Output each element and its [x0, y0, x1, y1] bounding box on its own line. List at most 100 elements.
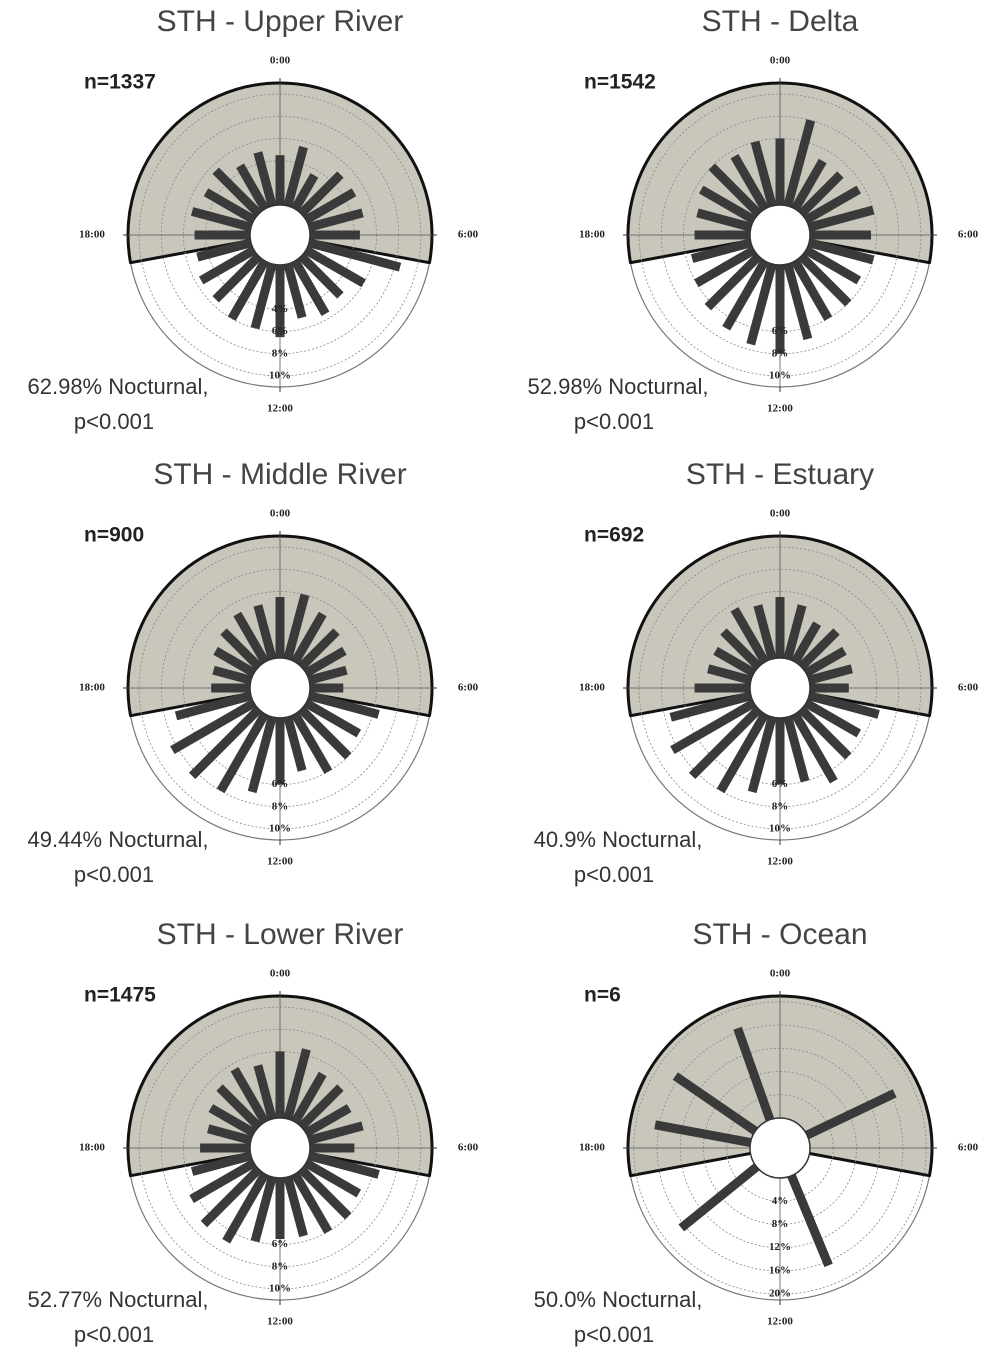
- angle-tick-label: 18:00: [579, 682, 605, 694]
- bar: [307, 1121, 364, 1145]
- bar: [203, 188, 257, 224]
- angle-tick-label: 18:00: [579, 1142, 605, 1154]
- bar: [722, 258, 769, 331]
- bar: [798, 253, 852, 307]
- annotation: 52.98% Nocturnal,: [528, 374, 709, 399]
- bar: [698, 185, 757, 224]
- chart-title: STH - Middle River: [153, 458, 406, 491]
- angle-tick-label: 12:00: [767, 856, 793, 868]
- bar: [253, 1064, 277, 1121]
- bar: [298, 1166, 352, 1220]
- bar: [253, 151, 277, 208]
- bar: [803, 699, 862, 738]
- bar: [170, 699, 257, 755]
- bar: [696, 208, 753, 232]
- bar: [298, 171, 344, 217]
- n-label: n=1337: [84, 71, 156, 94]
- bar: [747, 715, 777, 794]
- bar: [303, 1104, 352, 1137]
- bar: [220, 628, 262, 670]
- bar: [750, 140, 777, 208]
- bar: [291, 173, 319, 212]
- bar: [283, 1175, 308, 1238]
- bar: [798, 706, 852, 760]
- bar: [283, 715, 307, 772]
- chart-title: STH - Ocean: [692, 918, 867, 951]
- angle-tick-label: 0:00: [770, 508, 791, 520]
- bar: [707, 664, 753, 685]
- bar: [303, 188, 357, 224]
- r-tick-label: 6%: [772, 778, 789, 790]
- bar: [720, 628, 762, 670]
- bar: [791, 711, 838, 784]
- bar: [307, 238, 402, 272]
- bar: [713, 646, 757, 677]
- bar: [212, 665, 253, 685]
- bar: [307, 208, 364, 232]
- bar: [303, 246, 366, 288]
- bar: [669, 691, 753, 722]
- bar: [291, 258, 330, 317]
- bar: [188, 706, 262, 780]
- chart-title: STH - Estuary: [686, 458, 874, 491]
- r-tick-label: 8%: [772, 1218, 789, 1230]
- bar: [200, 1166, 262, 1228]
- bar: [678, 1163, 760, 1232]
- annotation: 52.77% Nocturnal,: [28, 1287, 209, 1312]
- bar: [236, 163, 269, 212]
- n-label: n=1542: [584, 71, 656, 94]
- angle-tick-label: 6:00: [458, 229, 479, 241]
- bar: [716, 711, 769, 794]
- bar: [704, 253, 762, 311]
- bar: [174, 691, 253, 721]
- bar: [807, 664, 853, 685]
- hole: [249, 204, 311, 266]
- angle-tick-label: 6:00: [458, 682, 479, 694]
- bar: [807, 205, 875, 232]
- bar: [298, 253, 344, 299]
- bar: [803, 646, 847, 677]
- n-label: n=900: [84, 524, 144, 547]
- bar: [213, 646, 257, 677]
- angle-tick-label: 18:00: [79, 1142, 105, 1154]
- annotation: p<0.001: [74, 1322, 154, 1347]
- r-tick-label: 10%: [269, 1282, 291, 1294]
- r-tick-label: 8%: [272, 1260, 289, 1272]
- bar: [783, 262, 813, 341]
- hole: [249, 1117, 311, 1179]
- bar: [688, 706, 762, 780]
- chart-title: STH - Delta: [702, 5, 859, 38]
- r-tick-label: 20%: [769, 1288, 791, 1300]
- bar: [253, 604, 277, 661]
- annotation: 49.44% Nocturnal,: [28, 827, 209, 852]
- bar: [247, 715, 277, 794]
- bar: [807, 691, 880, 719]
- hole: [749, 657, 811, 719]
- annotation: 40.9% Nocturnal,: [534, 827, 703, 852]
- bar: [807, 238, 875, 265]
- bar: [291, 1171, 333, 1234]
- bar: [805, 1089, 897, 1140]
- rose-chart: 6% 8% 10% 0:00 6:00 12:00 18:00 STH - Estuary n=…: [534, 458, 979, 887]
- bar: [250, 1175, 277, 1243]
- hole: [749, 204, 811, 266]
- bar: [208, 1104, 257, 1137]
- bar: [283, 1048, 311, 1121]
- r-tick-label: 8%: [772, 347, 789, 359]
- bar: [303, 646, 347, 677]
- bar: [783, 119, 816, 208]
- bar: [690, 238, 753, 263]
- bar: [798, 628, 840, 670]
- bar: [803, 185, 862, 224]
- rose-chart: 6% 8% 10% 0:00 6:00 12:00 18:00 STH - Delta n=15…: [528, 5, 979, 434]
- annotation: 50.0% Nocturnal,: [534, 1287, 703, 1312]
- rose-chart: 6% 8% 10% 0:00 6:00 12:00 18:00 STH - Middle Ri…: [28, 458, 479, 887]
- bar: [233, 611, 269, 665]
- bar: [216, 711, 269, 794]
- bar: [216, 1084, 262, 1130]
- bar: [196, 238, 253, 262]
- chart-title: STH - Lower River: [157, 918, 404, 951]
- rose-chart: 6% 8% 10% 0:00 6:00 12:00 18:00 STH - Lower Riv…: [28, 918, 479, 1347]
- annotation: p<0.001: [574, 862, 654, 887]
- bar: [783, 715, 810, 783]
